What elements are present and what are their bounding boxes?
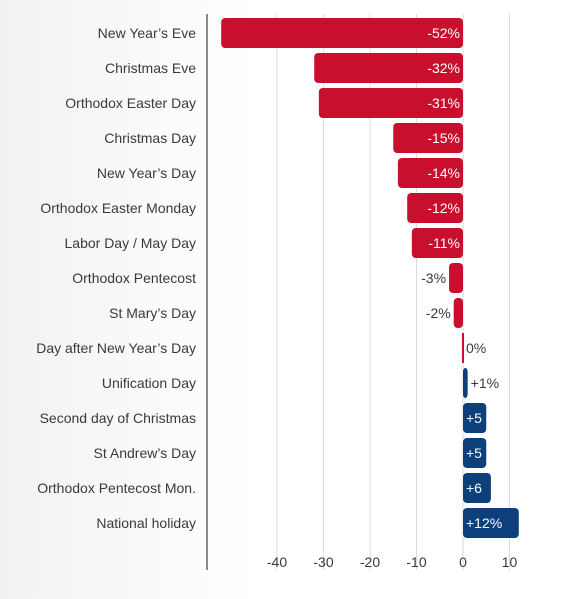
bar <box>221 18 463 48</box>
bar <box>463 438 487 468</box>
data-label: -15% <box>427 130 460 146</box>
category-label: Christmas Day <box>104 130 196 146</box>
bar <box>397 158 463 188</box>
bar <box>453 298 463 328</box>
bar <box>463 473 491 503</box>
data-label: -11% <box>428 235 460 251</box>
data-label: +5 <box>466 445 482 461</box>
bar <box>463 368 468 398</box>
category-label: St Andrew’s Day <box>94 445 196 461</box>
category-label: Unification Day <box>102 375 196 391</box>
x-tick-label: -40 <box>267 554 287 570</box>
data-label: -32% <box>427 60 460 76</box>
data-label: -52% <box>427 25 460 41</box>
category-label: Orthodox Easter Day <box>65 95 196 111</box>
category-label: Orthodox Easter Monday <box>40 200 196 216</box>
data-label: -14% <box>427 165 460 181</box>
data-label: +6 <box>466 480 482 496</box>
x-tick-label: -20 <box>360 554 380 570</box>
bars <box>221 18 519 538</box>
category-label: New Year’s Eve <box>98 25 197 41</box>
data-labels: -52% -32% -31% -15% -14% -12% -11% -3% -2% 0% +1% +… <box>421 25 502 531</box>
data-label: +12% <box>466 515 502 531</box>
bar <box>462 333 464 363</box>
category-label: New Year’s Day <box>97 165 196 181</box>
data-label: -12% <box>427 200 460 216</box>
category-label: Orthodox Pentecost Mon. <box>37 480 196 496</box>
data-label: +1% <box>471 375 499 391</box>
bar <box>314 53 463 83</box>
category-label: Second day of Christmas <box>40 410 196 426</box>
x-tick-labels: -40 -30 -20 -10 0 10 <box>267 554 518 570</box>
bar <box>318 88 463 118</box>
data-label: -31% <box>427 95 460 111</box>
data-label: -3% <box>421 270 446 286</box>
category-label: Orthodox Pentecost <box>72 270 196 286</box>
data-label: +5 <box>466 410 482 426</box>
x-tick-label: 10 <box>502 554 518 570</box>
category-label: National holiday <box>96 515 196 531</box>
bar <box>463 508 519 538</box>
category-label: Labor Day / May Day <box>65 235 197 251</box>
category-labels: New Year’s Eve Christmas Eve Orthodox East… <box>36 25 196 531</box>
category-label: Day after New Year’s Day <box>36 340 196 356</box>
bar <box>411 228 463 258</box>
bar <box>463 403 487 433</box>
data-label: -2% <box>426 305 451 321</box>
x-tick-label: -30 <box>313 554 333 570</box>
bar <box>449 263 463 293</box>
x-tick-label: 0 <box>459 554 467 570</box>
category-label: St Mary’s Day <box>109 305 196 321</box>
data-label: 0% <box>466 340 486 356</box>
bar <box>407 193 463 223</box>
x-tick-label: -10 <box>406 554 426 570</box>
category-label: Christmas Eve <box>105 60 196 76</box>
bar <box>393 123 463 153</box>
